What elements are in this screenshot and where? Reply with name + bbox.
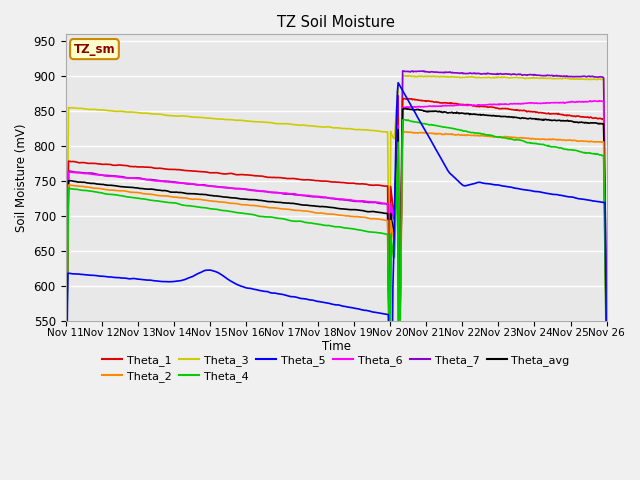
Theta_1: [72, 159, 79, 165]
Theta_3: [401, 72, 408, 78]
Theta_4: [399, 117, 407, 122]
Theta_6: [595, 98, 603, 104]
Title: TZ Soil Moisture: TZ Soil Moisture: [277, 15, 395, 30]
Theta_avg: [603, 353, 611, 359]
Line: Theta_avg: Theta_avg: [65, 108, 607, 443]
Theta_5: [182, 276, 190, 282]
Theta_avg: [402, 106, 410, 111]
Theta_1: [127, 164, 135, 169]
Theta_5: [127, 276, 135, 282]
Theta_1: [211, 170, 218, 176]
Theta_6: [182, 180, 190, 186]
Theta_3: [419, 73, 426, 79]
Theta_5: [419, 124, 427, 130]
Y-axis label: Soil Moisture (mV): Soil Moisture (mV): [15, 123, 28, 231]
Line: Theta_3: Theta_3: [65, 75, 607, 406]
Theta_4: [127, 194, 135, 200]
Theta_3: [61, 403, 69, 409]
Theta_2: [182, 195, 190, 201]
Theta_avg: [182, 191, 190, 196]
Theta_1: [419, 97, 426, 103]
Theta_avg: [403, 106, 410, 112]
Theta_5: [394, 80, 402, 85]
Theta_5: [211, 268, 218, 274]
Theta_3: [211, 116, 218, 121]
Theta_avg: [211, 193, 218, 199]
Theta_3: [603, 326, 611, 332]
Text: TZ_sm: TZ_sm: [74, 43, 115, 56]
Theta_1: [399, 96, 407, 101]
Theta_6: [211, 184, 218, 190]
Theta_7: [603, 326, 611, 332]
Legend: Theta_1, Theta_2, Theta_3, Theta_4, Theta_5, Theta_6, Theta_7, Theta_avg: Theta_1, Theta_2, Theta_3, Theta_4, Thet…: [98, 350, 574, 387]
Theta_avg: [61, 440, 69, 446]
Theta_7: [420, 68, 428, 74]
Line: Theta_4: Theta_4: [65, 120, 607, 446]
Theta_7: [72, 169, 79, 175]
Theta_6: [418, 104, 426, 109]
Theta_4: [72, 187, 79, 192]
Theta_4: [211, 206, 218, 212]
Line: Theta_7: Theta_7: [65, 71, 607, 438]
Theta_2: [61, 442, 69, 448]
Theta_6: [402, 105, 410, 110]
Line: Theta_2: Theta_2: [65, 132, 607, 445]
Theta_1: [61, 430, 69, 436]
Theta_1: [403, 96, 410, 102]
Theta_3: [127, 109, 135, 115]
Theta_6: [72, 169, 79, 175]
Theta_4: [419, 121, 426, 127]
Theta_4: [603, 373, 611, 379]
Theta_4: [403, 117, 410, 123]
Theta_1: [182, 168, 190, 173]
Theta_5: [72, 271, 79, 277]
Theta_2: [419, 130, 426, 135]
Theta_7: [418, 68, 426, 74]
Theta_1: [603, 351, 611, 357]
Line: Theta_6: Theta_6: [65, 101, 607, 439]
Theta_5: [403, 96, 411, 101]
Line: Theta_1: Theta_1: [65, 98, 607, 433]
Theta_2: [403, 129, 410, 135]
Theta_4: [61, 444, 69, 449]
Theta_3: [72, 105, 79, 111]
X-axis label: Time: Time: [321, 339, 351, 353]
Theta_2: [603, 365, 611, 371]
Theta_7: [402, 69, 410, 74]
Line: Theta_5: Theta_5: [65, 83, 607, 480]
Theta_5: [603, 367, 611, 373]
Theta_3: [182, 113, 190, 119]
Theta_6: [603, 340, 611, 346]
Theta_4: [182, 203, 190, 208]
Theta_avg: [127, 184, 135, 190]
Theta_3: [403, 73, 410, 79]
Theta_7: [127, 175, 135, 181]
Theta_7: [211, 183, 218, 189]
Theta_2: [401, 129, 409, 134]
Theta_2: [127, 189, 135, 195]
Theta_avg: [419, 108, 426, 113]
Theta_7: [61, 435, 69, 441]
Theta_2: [72, 183, 79, 189]
Theta_6: [127, 175, 135, 181]
Theta_2: [211, 198, 218, 204]
Theta_6: [61, 436, 69, 442]
Theta_avg: [72, 179, 79, 184]
Theta_7: [182, 181, 190, 187]
